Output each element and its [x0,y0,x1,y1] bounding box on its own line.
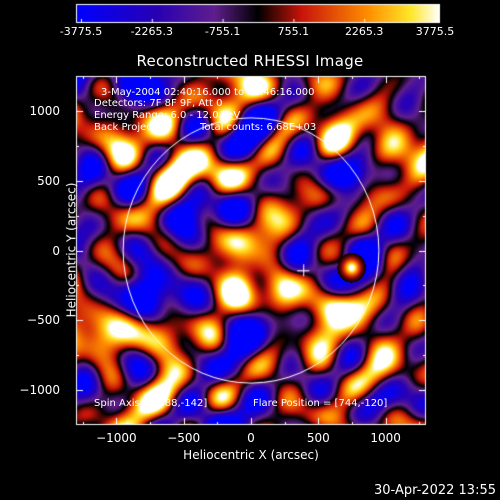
energy-range-text: Energy Range: 6.0 - 12.0 keV [94,110,241,121]
y-tick-label: 0 [52,243,60,258]
colorbar-tick: 3775.5 [415,25,455,38]
method-text: Back Projection [94,122,171,133]
detectors-text: Detectors: 7F 8F 9F, Att 0 [94,98,223,109]
colorbar-tick: -2265.3 [130,25,174,38]
x-axis-label: Heliocentric X (arcsec) [183,448,319,462]
y-tick-label: −500 [27,313,60,328]
colorbar-tick: -3775.5 [59,25,103,38]
x-tick-label: 0 [247,431,255,445]
y-axis-label: Heliocentric Y (arcsec) [64,182,79,318]
spin-axis-text: Spin Axis = [388,-142] [94,398,208,409]
x-tick-label: 1000 [370,431,401,445]
x-tick-label: −1000 [96,431,137,445]
total-counts-text: Total counts: 6.68E+03 [200,122,317,133]
chart-title: Reconstructed RHESSI Image [136,52,364,70]
colorbar-tick: 2265.3 [344,25,384,38]
colorbar-tick: 755.1 [277,25,310,38]
y-tick-label: 500 [37,173,60,188]
render-timestamp: 30-Apr-2022 13:55 [374,483,496,498]
y-tick-label: 1000 [29,103,60,118]
x-tick-label: 500 [306,431,330,445]
time-range-text: 3-May-2004 02:40:16.000 to 02:46:16.000 [101,87,315,98]
y-tick-label: −1000 [19,383,60,398]
colorbar-tick: -755.1 [204,25,241,38]
x-tick-label: −500 [167,431,201,445]
flare-position-text: Flare Position = [744,-120] [253,398,388,409]
